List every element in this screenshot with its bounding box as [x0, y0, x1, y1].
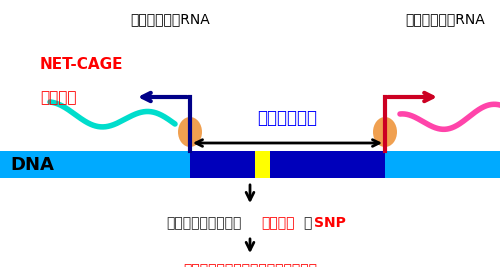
- Text: エンハンサーRNA: エンハンサーRNA: [405, 12, 485, 26]
- Text: や: や: [303, 216, 312, 230]
- Text: がん・生活習慣病・アレルギー疾患: がん・生活習慣病・アレルギー疾患: [183, 263, 317, 267]
- Bar: [255, 151, 270, 178]
- Text: DNA: DNA: [10, 155, 54, 174]
- Text: エンハンサーRNA: エンハンサーRNA: [130, 12, 210, 26]
- Text: エンハンサー領域の: エンハンサー領域の: [167, 216, 242, 230]
- Text: SNP: SNP: [314, 216, 346, 230]
- Text: シグナル: シグナル: [40, 90, 76, 105]
- Bar: [190, 151, 385, 178]
- Text: NET-CAGE: NET-CAGE: [40, 57, 123, 72]
- Ellipse shape: [373, 117, 397, 147]
- Ellipse shape: [178, 117, 202, 147]
- Bar: [0, 151, 500, 178]
- Text: エンハンサー: エンハンサー: [258, 109, 318, 127]
- Text: 突然変異: 突然変異: [261, 216, 295, 230]
